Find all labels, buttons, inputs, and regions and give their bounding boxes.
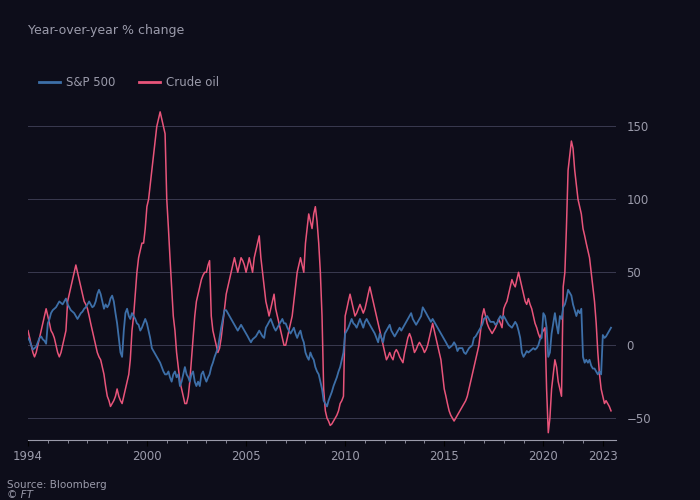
Legend: S&P 500, Crude oil: S&P 500, Crude oil xyxy=(34,72,224,94)
Text: Year-over-year % change: Year-over-year % change xyxy=(28,24,184,38)
Text: © FT: © FT xyxy=(7,490,33,500)
Text: Source: Bloomberg: Source: Bloomberg xyxy=(7,480,106,490)
